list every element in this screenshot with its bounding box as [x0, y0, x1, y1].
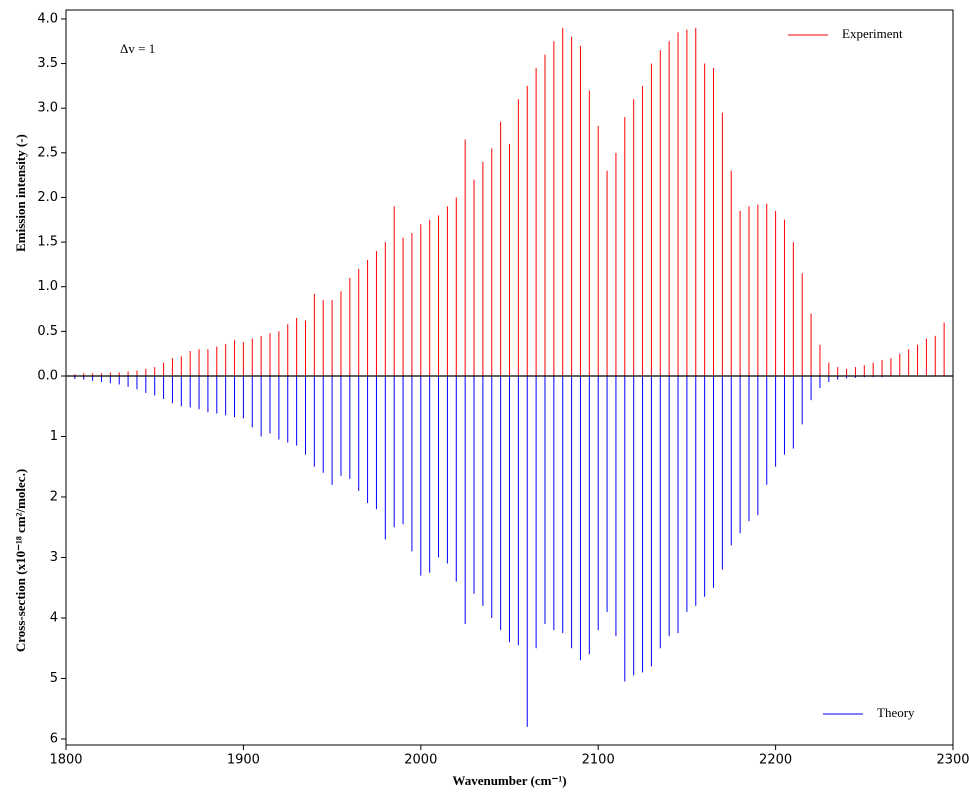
y-tick-label: 1 [50, 429, 58, 444]
y-tick-label: 0.0 [37, 369, 58, 384]
y-tick-label: 3.5 [37, 56, 58, 71]
y-tick-label: 0.5 [37, 324, 58, 339]
y-tick-label: 4 [50, 610, 58, 625]
x-tick-label: 2300 [936, 753, 969, 768]
y-tick-label: 6 [50, 731, 58, 746]
annotation: Δv = 1 [120, 41, 155, 56]
y-tick-label: 2.5 [37, 145, 58, 160]
y-axis-label: Cross-section (x10⁻¹⁸ cm²/molec.) [13, 469, 28, 652]
x-tick-label: 1800 [49, 753, 82, 768]
legend-label: Experiment [842, 26, 903, 41]
x-axis-label: Wavenumber (cm⁻¹) [452, 773, 566, 788]
y-tick-label: 2 [50, 489, 58, 504]
x-tick-label: 1900 [227, 753, 260, 768]
x-tick-label: 2200 [759, 753, 792, 768]
plot-frame [65, 9, 954, 746]
x-tick-label: 2100 [582, 753, 615, 768]
y-tick-label: 4.0 [37, 11, 58, 26]
y-tick-label: 1.5 [37, 235, 58, 250]
y-tick-label: 3.0 [37, 101, 58, 116]
y-tick-label: 5 [50, 671, 58, 686]
y-axis-label: Emission intensity (-) [13, 134, 28, 252]
y-tick-label: 2.0 [37, 190, 58, 205]
y-tick-label: 1.0 [37, 279, 58, 294]
legend-label: Theory [877, 705, 915, 720]
x-tick-label: 2000 [404, 753, 437, 768]
y-tick-label: 3 [50, 550, 58, 565]
